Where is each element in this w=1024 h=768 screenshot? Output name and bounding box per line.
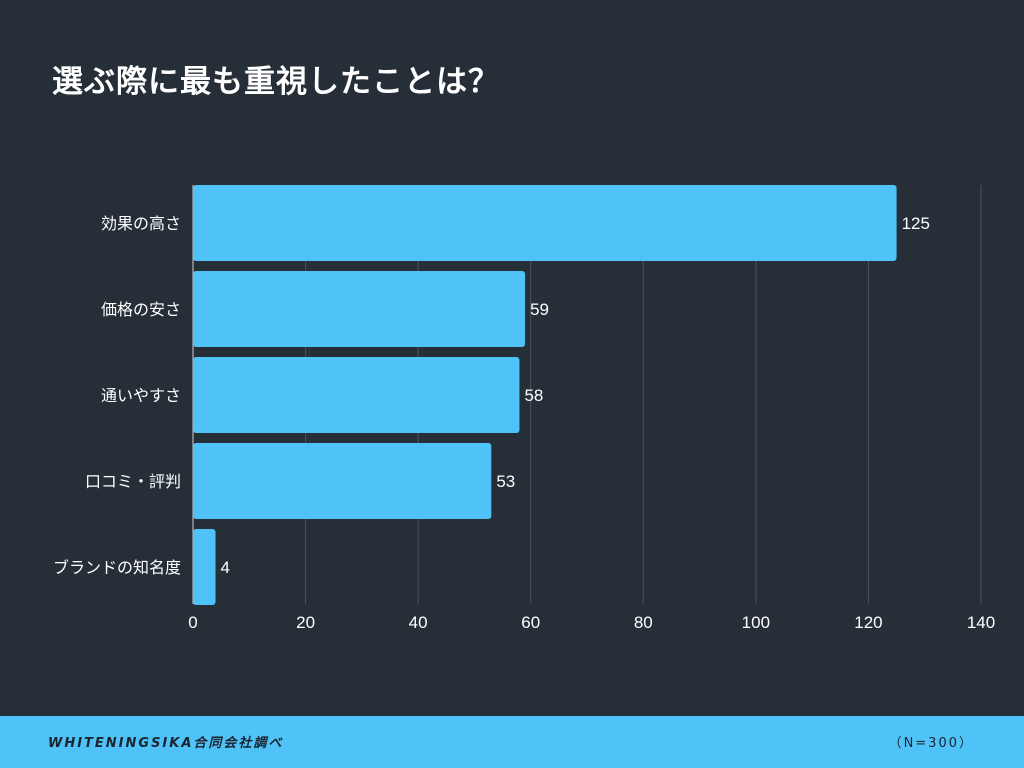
bar: [193, 529, 216, 605]
bar: [193, 271, 526, 347]
footer-bar: WHITENINGSIKA合同会社調べ （N=300）: [0, 716, 1024, 768]
x-tick-label: 140: [967, 613, 995, 632]
source-note: WHITENINGSIKA合同会社調べ: [48, 736, 284, 751]
bar: [193, 185, 897, 261]
x-tick-label: 100: [742, 613, 770, 632]
bar-chart: 0 20 40 60 80 100 120 140 125 効果の高さ 59 価格の安さ 58 通いやすさ…: [53, 185, 995, 632]
x-tick-label: 80: [634, 613, 653, 632]
x-tick-label: 40: [409, 613, 428, 632]
bar: [193, 357, 520, 433]
category-label: 通いやすさ: [101, 386, 181, 405]
category-label: 価格の安さ: [101, 300, 181, 319]
data-label: 53: [496, 472, 515, 491]
x-tick-label: 0: [188, 613, 197, 632]
sample-size: （N=300）: [888, 736, 974, 751]
data-label: 125: [902, 214, 930, 233]
bar: [193, 443, 492, 519]
chart-title: 選ぶ際に最も重視したことは？: [52, 64, 500, 100]
x-tick-label: 120: [854, 613, 882, 632]
data-label: 59: [530, 300, 549, 319]
x-tick-label: 20: [296, 613, 315, 632]
data-label: 58: [524, 386, 543, 405]
category-label: 効果の高さ: [101, 214, 181, 233]
category-label: 口コミ・評判: [85, 472, 181, 491]
x-tick-label: 60: [521, 613, 540, 632]
data-label: 4: [221, 558, 230, 577]
category-label: ブランドの知名度: [53, 558, 181, 577]
